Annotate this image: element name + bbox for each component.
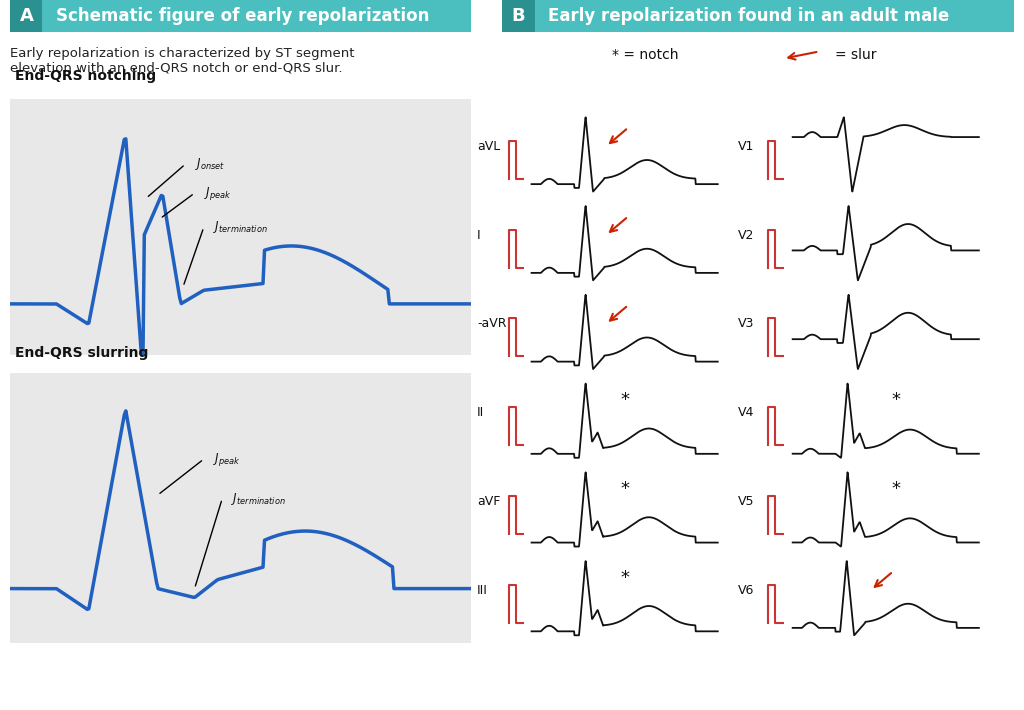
Text: aVF: aVF (477, 495, 501, 508)
Text: *: * (621, 480, 629, 498)
Text: Schematic figure of early repolarization: Schematic figure of early repolarization (56, 7, 430, 25)
Text: $J_{termination}$: $J_{termination}$ (213, 219, 268, 235)
Text: V6: V6 (738, 584, 755, 596)
Text: Early repolarization is characterized by ST segment
elevation with an end-QRS no: Early repolarization is characterized by… (10, 46, 354, 75)
Text: = slur: = slur (835, 48, 877, 62)
Text: *: * (892, 480, 900, 498)
Text: V1: V1 (738, 140, 755, 153)
Text: II: II (477, 406, 484, 419)
Text: $J_{onset}$: $J_{onset}$ (195, 156, 225, 172)
Text: A: A (19, 7, 34, 25)
Text: aVL: aVL (477, 140, 501, 153)
Text: $J_{peak}$: $J_{peak}$ (204, 185, 231, 202)
Text: -aVR: -aVR (477, 317, 507, 330)
Text: *: * (621, 391, 629, 409)
Text: III: III (477, 584, 488, 596)
Text: V3: V3 (738, 317, 755, 330)
Text: End-QRS notching: End-QRS notching (14, 69, 156, 83)
Text: * = notch: * = notch (612, 48, 678, 62)
FancyBboxPatch shape (10, 0, 43, 32)
Text: I: I (477, 229, 481, 241)
Text: V5: V5 (738, 495, 755, 508)
FancyBboxPatch shape (502, 0, 535, 32)
Text: B: B (511, 7, 525, 25)
Text: *: * (892, 391, 900, 409)
Text: *: * (621, 569, 629, 586)
Text: $J_{peak}$: $J_{peak}$ (213, 451, 241, 468)
Text: $J_{termination}$: $J_{termination}$ (231, 491, 287, 507)
Text: End-QRS slurring: End-QRS slurring (14, 346, 148, 360)
Text: V2: V2 (738, 229, 755, 241)
Text: Early repolarization found in an adult male: Early repolarization found in an adult m… (548, 7, 949, 25)
Text: V4: V4 (738, 406, 755, 419)
